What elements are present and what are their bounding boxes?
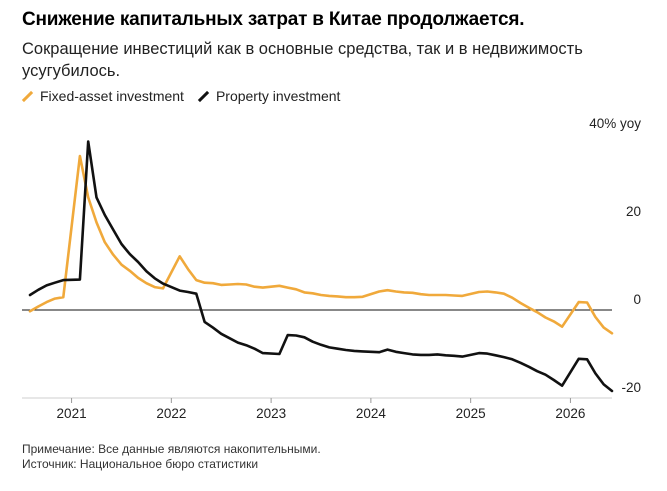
legend-item-fixed-asset: Fixed-asset investment [22,88,184,104]
series-line-fixed-asset [28,154,614,335]
chart-subtitle: Сокращение инвестиций как в основные сре… [22,40,583,80]
y-tick-label: 0 [633,292,641,307]
x-tick-label: 2022 [156,406,186,421]
y-tick-label: -20 [621,380,641,395]
x-tick-label: 2026 [555,406,585,421]
y-tick-label: 40% yoy [589,116,641,131]
x-tick-label: 2021 [57,406,87,421]
legend-label-fixed-asset: Fixed-asset investment [40,88,184,104]
x-tick-label: 2023 [256,406,286,421]
legend-label-property: Property investment [215,88,341,104]
footer-source: Источник: Национальное бюро статистики [22,457,259,471]
chart-title: Снижение капитальных затрат в Китае прод… [22,9,525,30]
legend-item-property: Property investment [198,88,341,104]
x-tick-label: 2024 [356,406,387,421]
x-tick-label: 2025 [456,406,486,421]
series-line-property [28,140,614,393]
footer-note: Примечание: Все данные являются накопите… [22,442,321,456]
legend: Fixed-asset investment Property investme… [22,88,354,104]
y-tick-label: 20 [626,204,641,219]
chart-footer: Примечание: Все данные являются накопите… [22,442,321,472]
